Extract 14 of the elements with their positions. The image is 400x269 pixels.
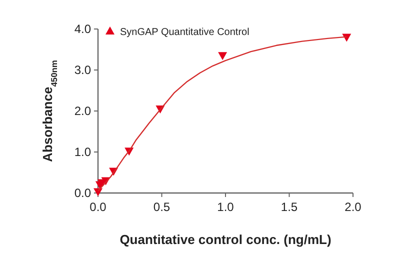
x-axis-title: Quantitative control conc. (ng/mL) [120,232,332,247]
y-tick-label: 1.0 [74,145,92,159]
x-tick-label: 0.5 [153,200,170,214]
x-tick-label: 1.5 [280,200,298,214]
point [218,52,228,60]
legend-label: SynGAP Quantitative Control [120,27,250,38]
y-tick-label: 2.0 [74,104,92,118]
x-tick-label: 1.0 [217,200,234,214]
x-tick-label: 2.0 [344,200,362,214]
x-tick-label: 0.0 [90,200,107,214]
point [342,34,352,42]
y-tick-label: 3.0 [74,63,92,77]
y-tick-label: 0.0 [74,186,92,200]
y-tick-label: 4.0 [74,22,92,36]
